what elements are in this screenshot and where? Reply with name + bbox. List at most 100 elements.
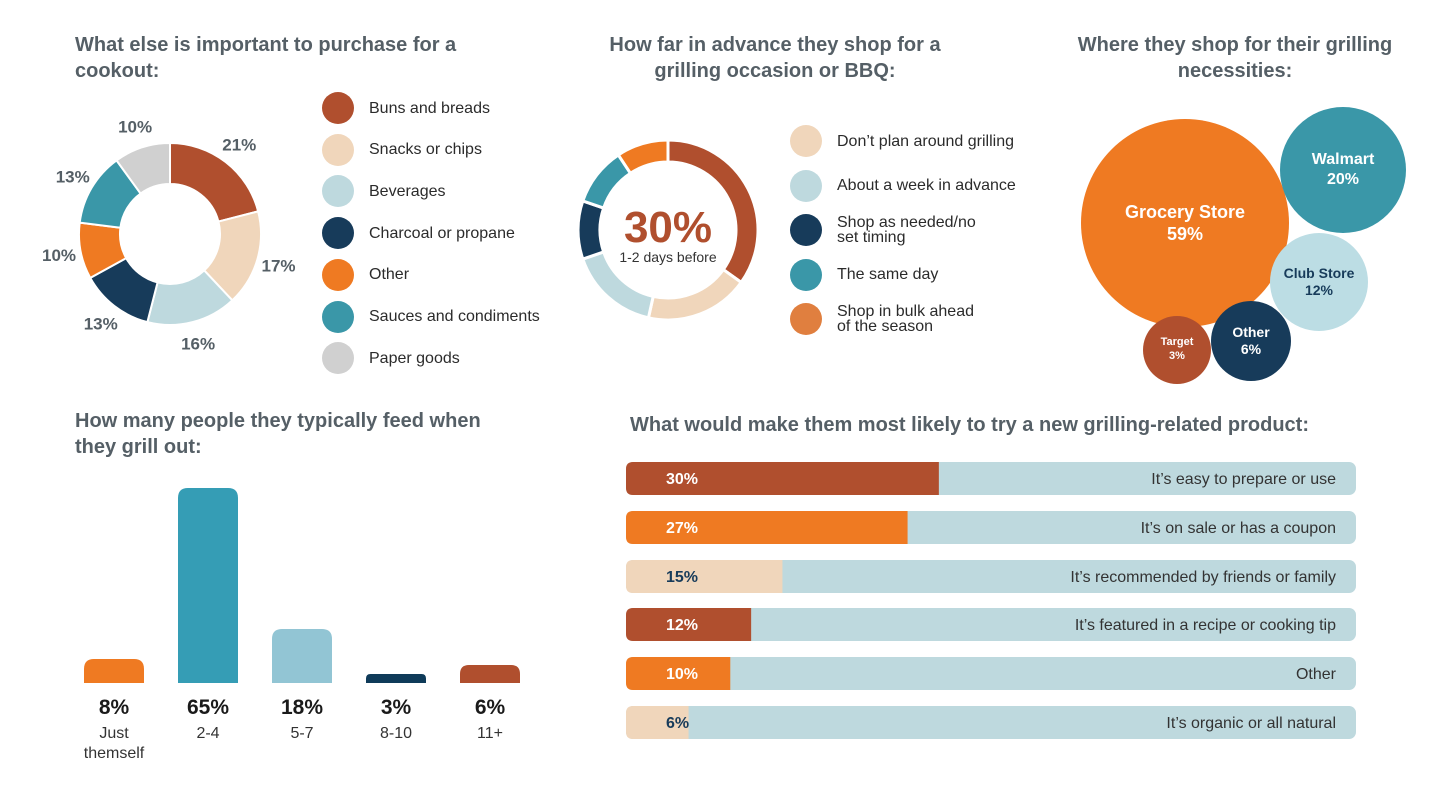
column-category-label: Just	[99, 725, 129, 742]
legend-item-paper-goods: Paper goods	[322, 342, 460, 375]
bubble-label: Other	[1232, 323, 1270, 340]
donut-value-label: 13%	[84, 314, 118, 333]
legend-swatch	[322, 342, 354, 375]
column-category-label: 11+	[477, 725, 503, 742]
advance-slice-shop-as-needed-no-set-timing	[576, 199, 606, 261]
bar-track	[626, 706, 1356, 739]
advance-donut-chart: 30% 1-2 days before	[570, 134, 770, 334]
bar-fill-other	[626, 657, 731, 690]
legend-label: About a week in advance	[837, 177, 1016, 194]
legend-item-snacks-or-chips: Snacks or chips	[322, 133, 482, 166]
column-bar-5-7	[272, 629, 332, 683]
people-fed-bar-chart: 8% Just themself 65% 2-4 18% 5-7 3% 8-10 6% 11+	[60, 480, 560, 780]
legend-label: Charcoal or propane	[369, 224, 515, 242]
bar-track	[626, 608, 1356, 641]
new-product-svg: 30% It’s easy to prepare or use 27% It’s on…	[626, 462, 1356, 739]
legend-swatch	[790, 169, 822, 202]
bar-category-label: Other	[1296, 666, 1337, 683]
bar-fill-it-s-recommended-by-friends-or-family	[626, 560, 783, 593]
bar-value-label: 10%	[666, 666, 698, 683]
legend-swatch	[322, 217, 354, 250]
bubble-value: 3%	[1169, 350, 1185, 362]
bar-value-label: 15%	[666, 569, 698, 586]
bar-track	[626, 657, 1356, 690]
column-category-label: 2-4	[196, 725, 219, 742]
column-category-label: themself	[84, 745, 145, 762]
column-value-label: 65%	[187, 696, 229, 719]
legend-label: Don’t plan around grilling	[837, 132, 1014, 150]
bubble-value: 20%	[1326, 171, 1360, 188]
legend-label: Snacks or chips	[369, 141, 482, 159]
column-bar-8-10	[366, 674, 426, 683]
bubble-other: Other 6%	[1211, 301, 1291, 381]
legend-item-sauces-and-condiments: Sauces and condiments	[322, 300, 540, 333]
legend-swatch	[322, 258, 354, 291]
cookout-legend: Buns and breads Snacks or chips Beverages C…	[322, 92, 582, 382]
column-value-label: 18%	[281, 696, 323, 719]
bar-category-label: It’s organic or all natural	[1166, 715, 1336, 732]
bubble-value: 6%	[1240, 341, 1262, 357]
advance-legend: Don’t plan around grilling About a week i…	[790, 125, 1050, 345]
where-shop-bubble-chart: Grocery Store 59% Walmart 20% Club Store 12% O…	[1070, 100, 1440, 390]
new-product-title: What would make them most likely to try …	[630, 414, 1309, 436]
column-category-label: 5-7	[290, 725, 313, 742]
donut-value-label: 16%	[181, 334, 215, 353]
column-bar-11	[460, 665, 520, 683]
bubble-label: Grocery Store	[1124, 201, 1246, 222]
bar-category-label: It’s recommended by friends or family	[1070, 569, 1336, 586]
where-shop-title: Where they shop for their grilling neces…	[1077, 34, 1393, 82]
bubble-label: Walmart	[1311, 151, 1375, 168]
advance-center-label: 1-2 days before	[619, 249, 716, 265]
bar-value-label: 27%	[666, 520, 698, 537]
legend-item-beverages: Beverages	[322, 175, 446, 208]
bar-value-label: 12%	[666, 617, 698, 634]
bubble-label: Target	[1160, 336, 1194, 349]
bubble-target: Target 3%	[1143, 316, 1211, 384]
legend-label: Beverages	[369, 182, 446, 200]
legend-swatch	[322, 175, 354, 208]
column-value-label: 3%	[381, 696, 412, 719]
legend-swatch	[322, 133, 354, 166]
cookout-purchase-title: What else is important to purchase for a…	[75, 34, 457, 82]
bar-fill-it-s-easy-to-prepare-or-use	[626, 462, 939, 495]
bubble-value: 12%	[1304, 282, 1334, 298]
bubble-value: 59%	[1166, 224, 1204, 244]
donut-value-label: 10%	[42, 246, 76, 265]
legend-item-shop-as-needed-no-set-timing: Shop as needed/no set timing	[790, 214, 976, 246]
legend-item-shop-in-bulk-ahead-of-the-season: Shop in bulk ahead of the season	[790, 303, 974, 335]
legend-label: The same day	[837, 266, 939, 283]
legend-swatch	[790, 125, 822, 157]
column-category-label: 8-10	[380, 725, 412, 742]
cookout-donut-chart: 21% 17% 16% 13% 10% 13% 10%	[20, 110, 320, 370]
bubble-walmart: Walmart 20%	[1280, 107, 1406, 233]
bar-category-label: It’s easy to prepare or use	[1151, 471, 1336, 488]
legend-swatch	[790, 258, 822, 291]
legend-label: Shop in bulk ahead of the season	[837, 303, 974, 335]
legend-swatch	[790, 214, 822, 246]
bubble-grocery-store: Grocery Store 59%	[1081, 119, 1289, 327]
bubble-label: Club Store	[1283, 264, 1355, 281]
bar-value-label: 6%	[666, 715, 689, 732]
legend-item-other: Other	[322, 258, 410, 291]
advance-slice-shop-in-bulk-ahead-of-the-season	[616, 138, 670, 176]
legend-swatch	[322, 92, 354, 124]
column-bar-2-4	[178, 488, 238, 683]
legend-item-the-same-day: The same day	[790, 258, 939, 291]
legend-label: Buns and breads	[369, 99, 490, 117]
bar-category-label: It’s featured in a recipe or cooking tip	[1075, 617, 1336, 634]
donut-value-label: 17%	[261, 257, 295, 276]
donut-value-label: 10%	[118, 118, 152, 137]
people-fed-title: How many people they typically feed when…	[75, 410, 481, 458]
donut-value-label: 21%	[222, 136, 256, 155]
legend-item-buns-and-breads: Buns and breads	[322, 92, 490, 124]
people-fed-svg: 8% Just themself 65% 2-4 18% 5-7 3% 8-10 6% 11+	[84, 488, 520, 762]
legend-item-don-t-plan-around-grilling: Don’t plan around grilling	[790, 125, 1014, 157]
donut-value-label: 13%	[56, 167, 90, 186]
bar-track	[626, 560, 1356, 593]
advance-center-value: 30%	[624, 203, 712, 252]
legend-label: Other	[369, 266, 410, 284]
bubble-club-store: Club Store 12%	[1270, 233, 1368, 331]
advance-title: How far in advance they shop for a grill…	[609, 34, 941, 82]
legend-label: Sauces and condiments	[369, 308, 540, 325]
legend-swatch	[790, 303, 822, 335]
